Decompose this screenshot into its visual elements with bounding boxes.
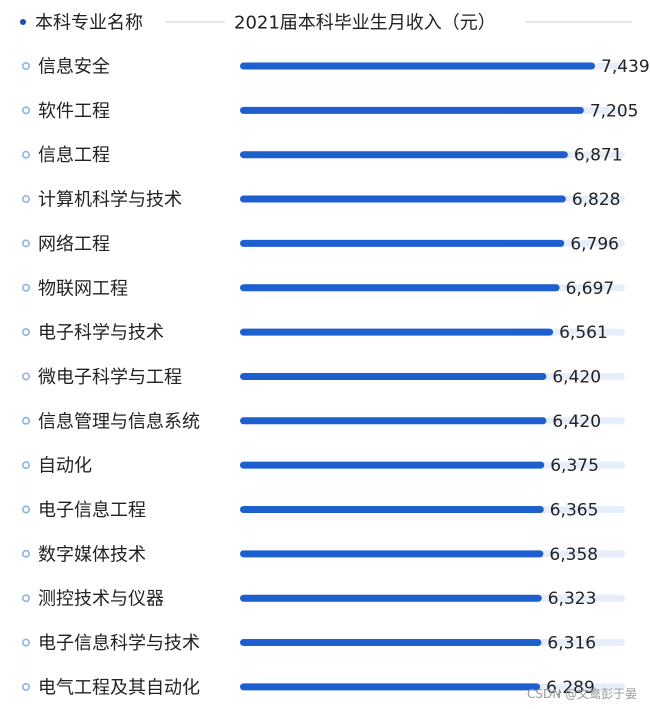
row-bullet-icon [21,549,30,558]
chart-row: 信息工程 6,871 [21,145,625,166]
category-label: 电子信息工程 [38,500,146,521]
chart-row: 微电子科学与工程 6,420 [21,367,625,388]
category-column-header: 本科专业名称 [35,13,143,34]
category-label: 电子科学与技术 [38,323,164,344]
chart-row: 信息管理与信息系统 6,420 [21,411,625,432]
bar [240,594,542,602]
row-bullet-icon [21,283,30,292]
row-bullet-icon [21,416,30,425]
category-label: 信息管理与信息系统 [38,411,200,432]
watermark: CSDN @文鸯彭于晏 [527,686,637,701]
value-label: 6,358 [549,545,598,565]
value-label: 6,289 [546,678,595,698]
bar [240,417,547,425]
chart-row: 电子信息工程 6,365 [21,500,625,521]
value-label: 6,375 [550,456,599,476]
bar [240,461,545,469]
bar [240,550,544,558]
row-bullet-icon [21,239,30,248]
row-bullet-icon [21,106,30,115]
value-label: 6,365 [550,501,599,521]
chart-row: 电子科学与技术 6,561 [21,323,625,344]
value-label: 6,323 [548,589,597,609]
category-label: 自动化 [38,456,92,477]
chart-row: 网络工程 6,796 [21,234,625,255]
value-label: 6,796 [570,234,619,254]
category-label: 数字媒体技术 [38,544,146,565]
category-label: 测控技术与仪器 [38,589,164,610]
row-bullet-icon [21,372,30,381]
row-bullet-icon [21,682,30,691]
bar [240,683,541,691]
value-label: 7,205 [590,101,639,121]
value-label: 6,420 [552,367,601,387]
row-bullet-icon [21,594,30,603]
value-label: 7,439 [601,57,650,77]
row-bullet-icon [21,505,30,514]
chart-row: 物联网工程 6,697 [21,278,625,299]
chart-row: 测控技术与仪器 6,323 [21,589,625,610]
value-label: 6,871 [574,146,623,166]
bar [240,372,547,380]
chart-row: 自动化 6,375 [21,456,625,477]
value-label: 6,316 [547,634,596,654]
category-label: 微电子科学与工程 [38,367,182,388]
chart-row: 计算机科学与技术 6,828 [21,190,625,211]
value-column-header: 2021届本科毕业生月收入（元） [234,13,496,34]
row-bullet-icon [21,150,30,159]
category-label: 物联网工程 [38,278,128,299]
row-bullet-icon [21,61,30,70]
value-label: 6,828 [572,190,621,210]
row-bullet-icon [21,638,30,647]
category-label: 软件工程 [38,101,110,122]
bar [240,506,544,513]
category-label: 电子信息科学与技术 [38,633,200,654]
category-label: 信息工程 [38,145,110,166]
value-label: 6,420 [552,412,601,432]
chart-rows: 信息安全 7,439 软件工程 7,205 信息工程 6,871 计算机科学与技术 6,828… [21,57,650,698]
category-label: 网络工程 [38,234,110,255]
row-bullet-icon [21,195,30,204]
chart-header: 本科专业名称 2021届本科毕业生月收入（元） [20,13,632,34]
bar [240,106,584,114]
category-label: 计算机科学与技术 [38,190,182,211]
chart-row: 信息安全 7,439 [21,57,650,78]
row-bullet-icon [21,328,30,337]
row-bullet-icon [21,461,30,470]
chart-row: 电子信息科学与技术 6,316 [21,633,625,654]
chart-row: 电气工程及其自动化 6,289 [21,677,625,698]
chart-row: 数字媒体技术 6,358 [21,544,625,565]
bar [240,328,554,336]
chart-row: 软件工程 7,205 [21,101,639,122]
value-label: 6,561 [559,323,608,343]
bar [240,151,568,159]
category-label: 信息安全 [38,57,110,78]
bar [240,639,542,647]
bar [240,284,560,292]
value-label: 6,697 [566,279,615,299]
bar [240,195,566,203]
bar [240,62,595,70]
header-bullet [20,19,26,25]
bar [240,239,565,247]
category-label: 电气工程及其自动化 [38,677,200,698]
